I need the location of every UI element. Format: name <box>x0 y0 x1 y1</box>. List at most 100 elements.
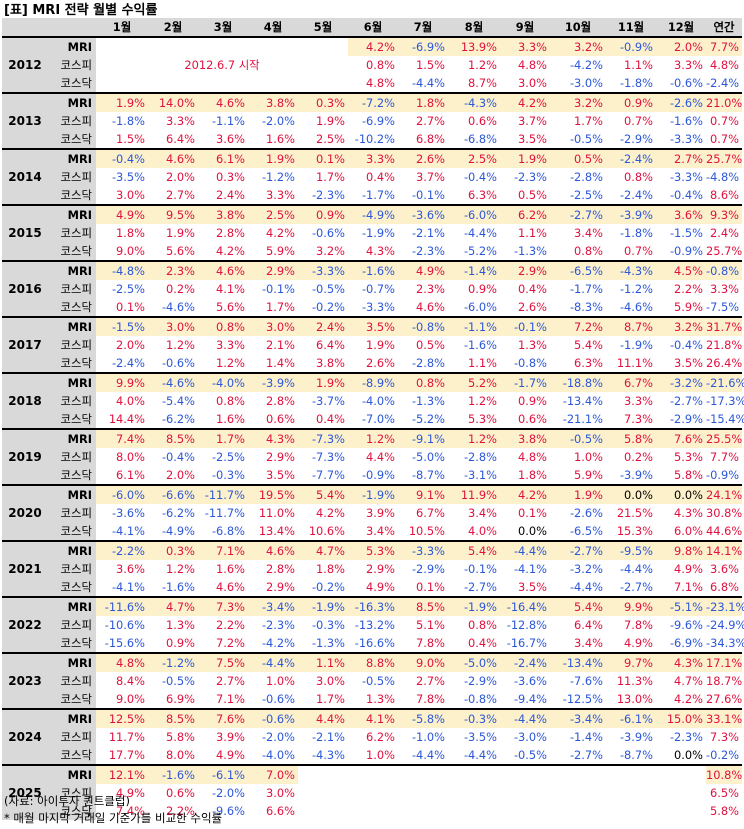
return-cell: 5.8% <box>606 428 656 448</box>
return-cell: 2.5% <box>316 132 345 146</box>
return-cell: -13.4% <box>562 394 603 408</box>
return-cell: -21.1% <box>562 412 603 426</box>
return-cell: -0.6% <box>161 356 195 370</box>
return-cell: -1.2% <box>261 170 295 184</box>
column-header: 9월 <box>500 18 550 37</box>
row-label: 코스닥 <box>48 634 96 653</box>
return-cell: 3.3% <box>674 58 703 72</box>
year-cell: 2020 <box>2 484 48 541</box>
return-cell: -3.6% <box>398 204 448 224</box>
return-cell: -1.9% <box>361 226 395 240</box>
return-cell: 3.5% <box>518 580 547 594</box>
return-cell: 2.2% <box>216 618 245 632</box>
return-cell: 3.5% <box>348 316 398 336</box>
return-cell: -4.3% <box>606 260 656 280</box>
return-cell: -3.3% <box>669 170 703 184</box>
return-cell: -0.9% <box>361 468 395 482</box>
return-cell: -0.3% <box>448 708 500 728</box>
return-cell: 2.0% <box>656 36 706 56</box>
return-cell: -2.4% <box>606 148 656 168</box>
return-cell: -10.2% <box>354 132 395 146</box>
return-cell: 3.0% <box>266 786 295 800</box>
return-cell: -6.1% <box>198 764 248 784</box>
return-cell: -1.9% <box>298 596 348 616</box>
return-cell: 6.2% <box>500 204 550 224</box>
return-cell: 2.3% <box>148 260 198 280</box>
return-cell: 3.5% <box>266 468 295 482</box>
return-cell: 1.9% <box>96 92 148 112</box>
return-cell: -0.9% <box>669 244 703 258</box>
return-cell: 6.1% <box>198 148 248 168</box>
row-2022-mri: 2022 MRI -11.6% 4.7% 7.3% -3.4% -1.9% -16.3% 8.5… <box>2 596 744 653</box>
return-cell: 21.5% <box>616 506 653 520</box>
return-cell: -1.2% <box>619 282 653 296</box>
return-cell: 1.6% <box>216 412 245 426</box>
return-cell: 2.7% <box>416 674 445 688</box>
row-label: 코스피 <box>48 784 96 802</box>
return-cell: -1.7% <box>500 372 550 392</box>
return-cell: 10.6% <box>308 524 345 538</box>
return-cell: -1.8% <box>619 76 653 90</box>
return-cell: -1.3% <box>411 394 445 408</box>
return-cell: -4.9% <box>161 524 195 538</box>
return-cell: 14.1% <box>706 540 742 560</box>
return-cell: 9.9% <box>606 596 656 616</box>
return-cell: -4.4% <box>463 226 497 240</box>
column-header: 2월 <box>148 18 198 37</box>
return-cell <box>448 802 500 820</box>
return-cell: 1.9% <box>550 484 606 504</box>
row-label: 코스피 <box>48 224 96 242</box>
return-cell: -4.4% <box>500 708 550 728</box>
year-cell: 2024 <box>2 708 48 765</box>
return-cell: 0.0% <box>674 748 703 762</box>
return-cell: -4.4% <box>411 76 445 90</box>
return-cell <box>656 784 706 802</box>
return-cell: 4.8% <box>518 58 547 72</box>
return-cell: 1.1% <box>298 652 348 672</box>
row-2022-kosdaq: 코스닥 -15.6% 0.9% 7.2% -4.2% -1.3% -16.6% 7.8% 0.4… <box>2 634 744 653</box>
return-cell: 4.7% <box>298 540 348 560</box>
return-cell: 1.7% <box>316 692 345 706</box>
return-cell: 1.5% <box>416 58 445 72</box>
return-cell: 6.7% <box>606 372 656 392</box>
return-cell: -4.1% <box>513 562 547 576</box>
return-cell: 14.4% <box>108 412 145 426</box>
return-cell: 2.2% <box>166 804 195 818</box>
return-cell: 1.8% <box>116 226 145 240</box>
row-label: 코스닥 <box>48 466 96 485</box>
column-header: 5월 <box>298 18 348 37</box>
return-cell: 8.5% <box>398 596 448 616</box>
return-cell: -3.4% <box>248 596 298 616</box>
return-cell: -7.0% <box>361 412 395 426</box>
row-2012-kosdaq: 코스닥 4.8% -4.4% 8.7% 3.0% -3.0% -1.8% -0.6% -2.4% <box>2 74 742 93</box>
return-cell: -0.5% <box>513 748 547 762</box>
return-cell: -0.3% <box>211 468 245 482</box>
return-cell: -2.7% <box>550 204 606 224</box>
return-cell: -16.3% <box>348 596 398 616</box>
source-note: (자료: 아이투자 퀀트클럽) <box>4 794 130 808</box>
return-cell: 0.1% <box>116 300 145 314</box>
return-cell: 5.4% <box>448 540 500 560</box>
return-cell: 5.1% <box>416 618 445 632</box>
return-cell <box>248 36 298 56</box>
row-2019-kospi: 코스피 8.0% -0.4% -2.5% 2.9% -7.3% 4.4% -5.0% -2.8%… <box>2 448 742 466</box>
return-cell: -2.5% <box>569 188 603 202</box>
return-cell: 2.7% <box>216 674 245 688</box>
return-cell: 1.2% <box>166 562 195 576</box>
footnote: * 매월 마지막 거래일 기준가를 비교한 수익률 <box>4 811 223 825</box>
return-cell: 0.0% <box>606 484 656 504</box>
return-cell: 4.2% <box>316 506 345 520</box>
row-label: MRI <box>48 428 96 448</box>
return-cell: 13.0% <box>616 692 653 706</box>
row-2025-mri: 2025 MRI 12.1% -1.6% -6.1% 7.0% 10.8% <box>2 764 742 820</box>
return-cell: -8.7% <box>411 468 445 482</box>
return-cell: 5.9% <box>574 468 603 482</box>
row-label: MRI <box>48 652 96 672</box>
return-cell: 4.3% <box>656 652 706 672</box>
return-cell: 1.2% <box>468 58 497 72</box>
return-cell: 0.1% <box>298 148 348 168</box>
row-2012-kospi: 코스피 2012.6.7 시작 0.8% 1.5% 1.2% 4.8% -4.2% 1.1% 3… <box>2 56 742 74</box>
return-cell: -0.2% <box>311 300 345 314</box>
return-cell: -24.9% <box>706 618 744 632</box>
return-cell: 13.9% <box>448 36 500 56</box>
